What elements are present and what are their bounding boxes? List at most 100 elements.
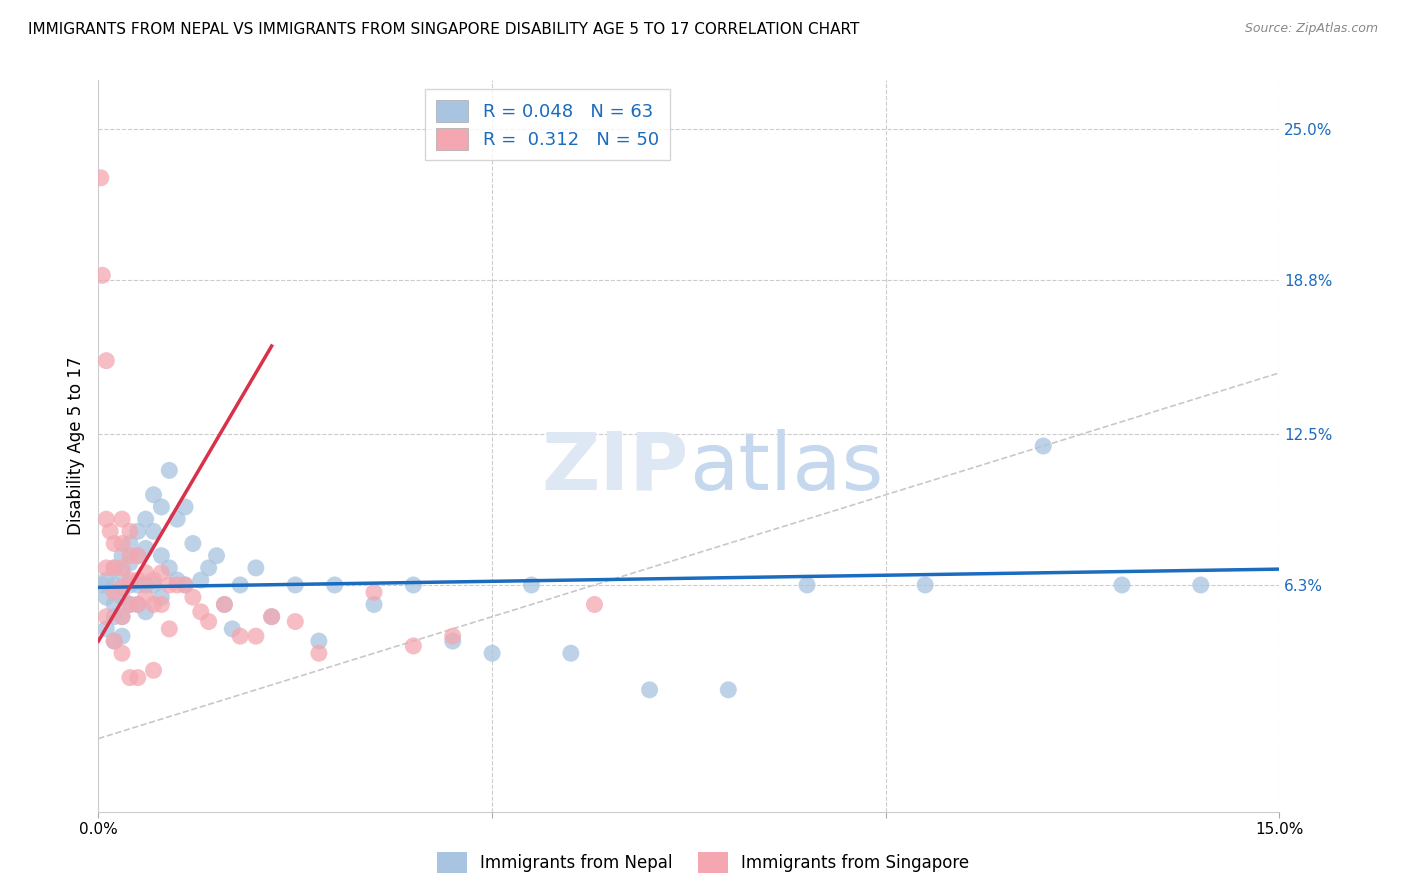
Point [441,634,464,648]
Point [91,268,114,283]
Point [363,585,385,599]
Point [96,512,118,526]
Point [127,549,149,563]
Point [96,353,118,368]
Point [103,536,125,550]
Point [166,578,188,592]
Point [717,682,740,697]
Point [96,590,118,604]
Point [914,578,936,592]
Point [1189,578,1212,592]
Point [111,629,134,643]
Point [135,566,157,580]
Y-axis label: Disability Age 5 to 17: Disability Age 5 to 17 [66,357,84,535]
Point [118,556,141,570]
Point [135,541,157,556]
Point [118,598,141,612]
Point [142,663,165,677]
Point [221,622,243,636]
Legend: Immigrants from Nepal, Immigrants from Singapore: Immigrants from Nepal, Immigrants from S… [430,846,976,880]
Point [197,561,219,575]
Point [103,561,125,575]
Point [229,578,252,592]
Point [111,566,134,580]
Point [150,598,173,612]
Point [127,598,149,612]
Text: IMMIGRANTS FROM NEPAL VS IMMIGRANTS FROM SINGAPORE DISABILITY AGE 5 TO 17 CORREL: IMMIGRANTS FROM NEPAL VS IMMIGRANTS FROM… [28,22,859,37]
Point [91,578,114,592]
Point [157,463,180,477]
Point [103,585,125,599]
Point [103,598,125,612]
Point [142,578,165,592]
Point [111,536,134,550]
Point [157,561,180,575]
Point [111,590,134,604]
Point [1111,578,1133,592]
Point [118,573,141,587]
Point [118,578,141,592]
Point [150,500,173,514]
Point [181,590,204,604]
Point [174,578,197,592]
Point [157,578,180,592]
Point [96,573,118,587]
Point [98,524,121,539]
Point [245,561,267,575]
Point [127,598,149,612]
Point [103,578,125,592]
Point [135,605,157,619]
Point [481,646,503,660]
Point [103,609,125,624]
Point [118,524,141,539]
Point [638,682,661,697]
Point [111,646,134,660]
Point [118,536,141,550]
Point [174,578,197,592]
Point [402,578,425,592]
Point [166,512,188,526]
Point [118,598,141,612]
Point [284,578,307,592]
Point [127,549,149,563]
Point [127,524,149,539]
Point [111,549,134,563]
Point [229,629,252,643]
Point [308,646,330,660]
Point [1032,439,1054,453]
Point [111,609,134,624]
Point [181,536,204,550]
Point [284,615,307,629]
Point [260,609,283,624]
Point [96,561,118,575]
Point [197,615,219,629]
Point [96,609,118,624]
Point [174,500,197,514]
Text: atlas: atlas [689,429,883,507]
Point [103,634,125,648]
Point [111,581,134,595]
Point [135,512,157,526]
Point [214,598,236,612]
Point [142,524,165,539]
Point [583,598,606,612]
Point [150,590,173,604]
Point [363,598,385,612]
Point [142,573,165,587]
Point [190,573,212,587]
Point [214,598,236,612]
Point [103,561,125,575]
Point [127,573,149,587]
Point [441,629,464,643]
Point [150,566,173,580]
Point [402,639,425,653]
Point [118,549,141,563]
Point [90,170,112,185]
Point [127,578,149,592]
Point [150,549,173,563]
Point [142,598,165,612]
Point [111,561,134,575]
Point [520,578,543,592]
Point [245,629,267,643]
Point [190,605,212,619]
